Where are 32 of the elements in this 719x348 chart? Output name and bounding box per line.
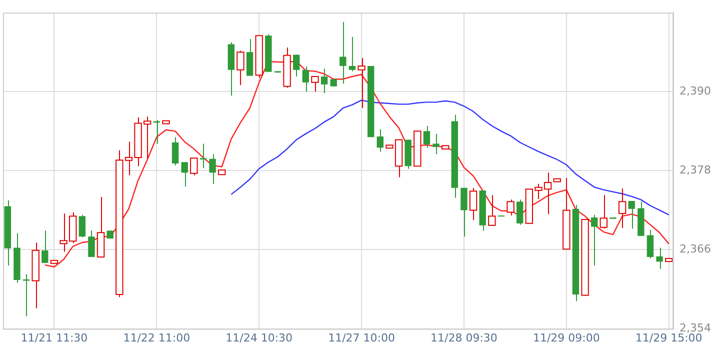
candlestick [78, 214, 86, 238]
x-tick-label: 11/27 10:00 [328, 331, 395, 344]
y-tick-label: 2,366 [680, 242, 712, 256]
x-tick-label: 11/24 10:30 [226, 331, 293, 344]
candlestick [292, 54, 300, 77]
candlestick [646, 229, 654, 259]
candlestick [348, 36, 356, 72]
x-tick-label: 11/22 11:00 [123, 331, 190, 344]
candlestick [340, 21, 346, 84]
candlestick [432, 133, 440, 155]
candlestick [591, 214, 598, 266]
x-tick-label: 11/28 09:30 [430, 331, 498, 344]
candlestick [246, 38, 254, 76]
y-tick-label: 2,390 [680, 84, 712, 98]
x-tick-label: 11/21 11:30 [20, 331, 88, 344]
candlestick [181, 162, 188, 188]
y-tick-label: 2,378 [680, 164, 712, 177]
y-tick-label: 2,354 [680, 322, 712, 335]
candlestick [460, 187, 468, 238]
candlestick [320, 68, 328, 94]
candlestick [516, 199, 524, 226]
candlestick [42, 230, 48, 264]
candlestick [209, 154, 216, 184]
x-tick-label: 11/29 09:00 [532, 331, 600, 344]
candlestick [302, 66, 310, 92]
candlestick [376, 128, 384, 152]
candlestick [88, 230, 95, 258]
candlestick [172, 136, 179, 166]
candlestick [200, 143, 207, 169]
candlestick [628, 200, 635, 230]
candlestick [423, 125, 430, 148]
candlestick [656, 247, 663, 270]
